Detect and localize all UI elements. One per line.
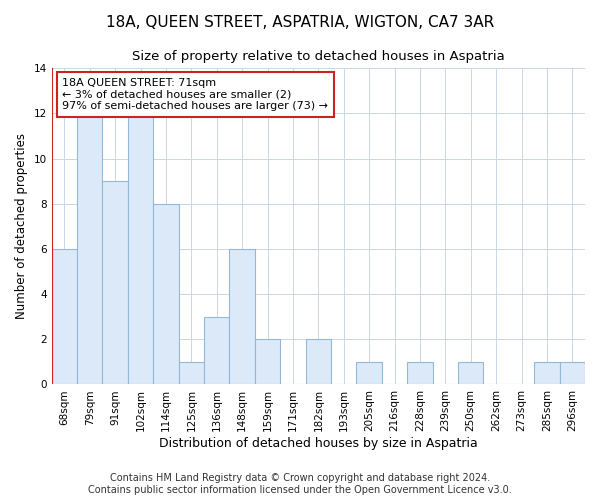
Bar — [255, 340, 280, 384]
Bar — [407, 362, 433, 384]
Bar — [204, 316, 229, 384]
Bar — [103, 181, 128, 384]
X-axis label: Distribution of detached houses by size in Aspatria: Distribution of detached houses by size … — [159, 437, 478, 450]
Text: Contains HM Land Registry data © Crown copyright and database right 2024.
Contai: Contains HM Land Registry data © Crown c… — [88, 474, 512, 495]
Y-axis label: Number of detached properties: Number of detached properties — [15, 134, 28, 320]
Bar — [534, 362, 560, 384]
Text: 18A QUEEN STREET: 71sqm
← 3% of detached houses are smaller (2)
97% of semi-deta: 18A QUEEN STREET: 71sqm ← 3% of detached… — [62, 78, 328, 111]
Bar — [179, 362, 204, 384]
Bar — [77, 114, 103, 384]
Bar — [305, 340, 331, 384]
Bar — [153, 204, 179, 384]
Bar — [52, 249, 77, 384]
Bar — [128, 114, 153, 384]
Bar — [356, 362, 382, 384]
Bar — [229, 249, 255, 384]
Bar — [560, 362, 585, 384]
Bar — [458, 362, 484, 384]
Title: Size of property relative to detached houses in Aspatria: Size of property relative to detached ho… — [132, 50, 505, 63]
Text: 18A, QUEEN STREET, ASPATRIA, WIGTON, CA7 3AR: 18A, QUEEN STREET, ASPATRIA, WIGTON, CA7… — [106, 15, 494, 30]
